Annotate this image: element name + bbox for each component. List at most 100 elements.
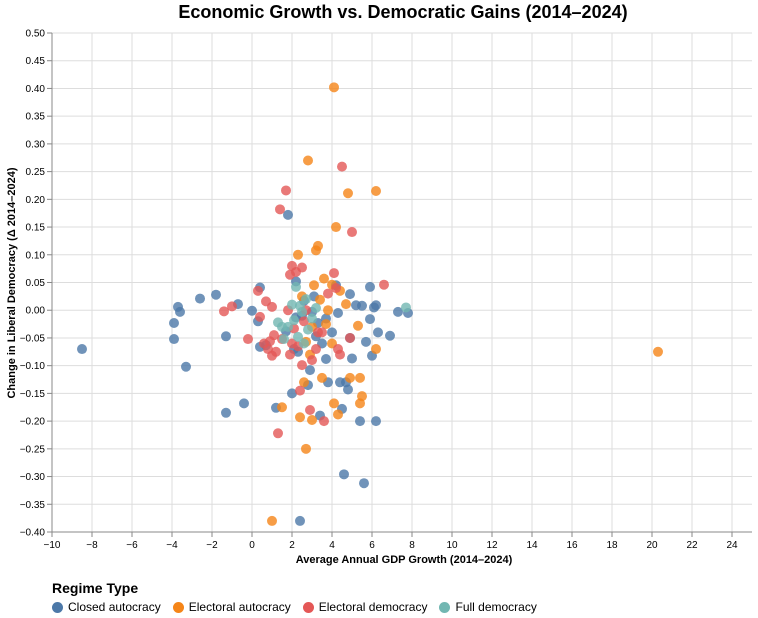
data-point	[271, 346, 281, 357]
data-point	[301, 443, 311, 454]
data-point	[175, 306, 185, 317]
data-point	[299, 338, 309, 349]
data-point	[365, 314, 375, 325]
data-point	[327, 327, 337, 338]
axes: −10 −8 −6 −4 −2 0 2 4 6 8 10 12 14 16 18 20 22 24−0.40−0.…	[20, 29, 752, 551]
data-point	[345, 372, 355, 383]
data-point	[219, 306, 229, 317]
legend-item: Electoral autocracy	[172, 600, 291, 614]
data-point	[321, 354, 331, 365]
legend: Regime Type Closed autocracy Electoral au…	[52, 580, 537, 614]
data-point	[323, 305, 333, 316]
data-point	[343, 188, 353, 199]
x-tick-label: −10	[44, 540, 61, 551]
data-point	[313, 240, 323, 251]
data-point	[359, 478, 369, 489]
y-tick-label: 0.10	[26, 250, 46, 261]
data-point	[239, 398, 249, 409]
data-point	[653, 346, 663, 357]
data-point	[365, 281, 375, 292]
data-point	[301, 294, 311, 305]
y-tick-label: −0.20	[20, 417, 46, 428]
data-point	[255, 311, 265, 322]
data-point	[317, 327, 327, 338]
data-point	[341, 299, 351, 310]
x-tick-label: −4	[166, 540, 178, 551]
data-point	[221, 407, 231, 418]
data-point	[345, 332, 355, 343]
legend-title: Regime Type	[52, 580, 139, 596]
data-point	[333, 307, 343, 318]
data-point	[337, 161, 347, 172]
data-point	[343, 384, 353, 395]
data-point	[393, 306, 403, 317]
data-point	[353, 320, 363, 331]
data-point	[347, 227, 357, 238]
x-tick-label: −8	[86, 540, 98, 551]
data-point	[283, 209, 293, 220]
data-point	[355, 416, 365, 427]
data-point	[385, 330, 395, 341]
data-point	[307, 415, 317, 426]
y-tick-label: 0.25	[26, 167, 46, 178]
x-tick-label: 22	[686, 540, 698, 551]
data-point	[295, 385, 305, 396]
data-point	[315, 294, 325, 305]
legend-label: Closed autocracy	[68, 600, 161, 614]
y-tick-label: −0.15	[20, 389, 46, 400]
data-point	[299, 377, 309, 388]
gridlines	[51, 32, 752, 533]
data-point	[243, 334, 253, 345]
data-point	[305, 405, 315, 416]
data-point	[371, 186, 381, 197]
data-point	[333, 409, 343, 420]
data-point	[221, 331, 231, 342]
data-point	[281, 185, 291, 196]
data-point	[329, 398, 339, 409]
data-point	[321, 319, 331, 330]
data-point	[267, 301, 277, 312]
data-point	[297, 360, 307, 371]
legend-swatch	[172, 601, 184, 613]
legend-item: Full democracy	[439, 600, 537, 614]
legend-item: Electoral democracy	[302, 600, 428, 614]
data-point	[357, 300, 367, 311]
x-axis-label: Average Annual GDP Growth (2014–2024)	[296, 554, 513, 566]
data-point	[293, 331, 303, 342]
x-tick-label: 12	[486, 540, 498, 551]
data-point	[319, 273, 329, 284]
data-point	[305, 365, 315, 376]
data-point	[227, 301, 237, 312]
data-point	[253, 285, 263, 296]
data-point	[371, 416, 381, 427]
data-point	[307, 313, 317, 324]
data-point	[371, 344, 381, 355]
chart-title: Economic Growth vs. Democratic Gains (20…	[178, 2, 628, 22]
legend-label: Electoral autocracy	[188, 600, 291, 614]
data-point	[287, 388, 297, 399]
data-point	[247, 305, 257, 316]
x-tick-label: −6	[126, 540, 138, 551]
data-point	[289, 315, 299, 326]
data-point	[277, 402, 287, 413]
data-point	[371, 300, 381, 311]
x-tick-label: 10	[446, 540, 458, 551]
y-tick-label: −0.30	[20, 472, 46, 483]
y-tick-label: 0.30	[26, 139, 46, 150]
y-tick-label: 0.20	[26, 195, 46, 206]
y-axis-label: Change in Liberal Democracy (Δ 2014–2024…	[6, 167, 18, 398]
data-point	[401, 302, 411, 313]
data-point	[345, 289, 355, 300]
y-tick-label: −0.40	[20, 528, 46, 539]
legend-swatch	[52, 601, 63, 613]
data-point	[379, 279, 389, 290]
data-point	[269, 330, 279, 341]
data-point	[303, 324, 313, 335]
x-tick-label: 8	[409, 540, 415, 551]
y-tick-label: 0.50	[26, 29, 46, 40]
data-point	[355, 372, 365, 383]
data-point	[211, 289, 221, 300]
legend-label: Electoral democracy	[318, 600, 428, 614]
data-point	[169, 334, 179, 345]
legend-swatch	[302, 601, 314, 613]
